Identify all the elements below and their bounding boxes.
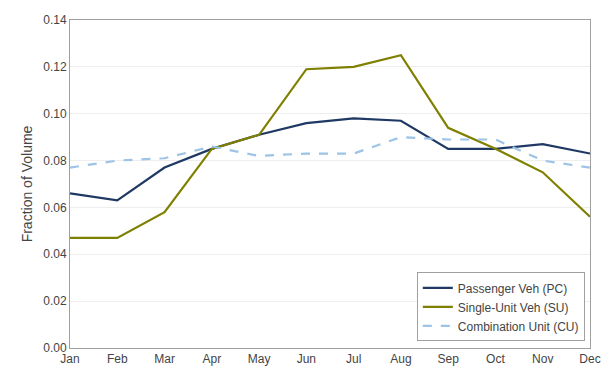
- svg-text:Fraction of Volume: Fraction of Volume: [19, 125, 35, 242]
- svg-text:Sep: Sep: [438, 352, 460, 366]
- svg-text:0.14: 0.14: [43, 13, 67, 27]
- svg-text:0.10: 0.10: [43, 107, 67, 121]
- svg-text:Oct: Oct: [486, 352, 505, 366]
- svg-text:Feb: Feb: [107, 352, 128, 366]
- svg-text:0.08: 0.08: [43, 154, 67, 168]
- svg-text:May: May: [248, 352, 271, 366]
- svg-text:Jun: Jun: [297, 352, 316, 366]
- svg-text:Dec: Dec: [579, 352, 600, 366]
- svg-text:Aug: Aug: [390, 352, 411, 366]
- svg-text:0.00: 0.00: [43, 341, 67, 355]
- svg-text:Jul: Jul: [346, 352, 361, 366]
- svg-text:Passenger Veh (PC): Passenger Veh (PC): [458, 282, 567, 296]
- svg-text:Combination Unit (CU): Combination Unit (CU): [458, 320, 579, 334]
- svg-text:0.02: 0.02: [43, 294, 67, 308]
- svg-text:0.04: 0.04: [43, 247, 67, 261]
- svg-text:Nov: Nov: [532, 352, 553, 366]
- svg-text:Mar: Mar: [154, 352, 175, 366]
- svg-text:0.06: 0.06: [43, 201, 67, 215]
- svg-text:Single-Unit Veh (SU): Single-Unit Veh (SU): [458, 301, 569, 315]
- svg-text:Apr: Apr: [202, 352, 221, 366]
- svg-text:Jan: Jan: [60, 352, 79, 366]
- svg-text:0.12: 0.12: [43, 60, 67, 74]
